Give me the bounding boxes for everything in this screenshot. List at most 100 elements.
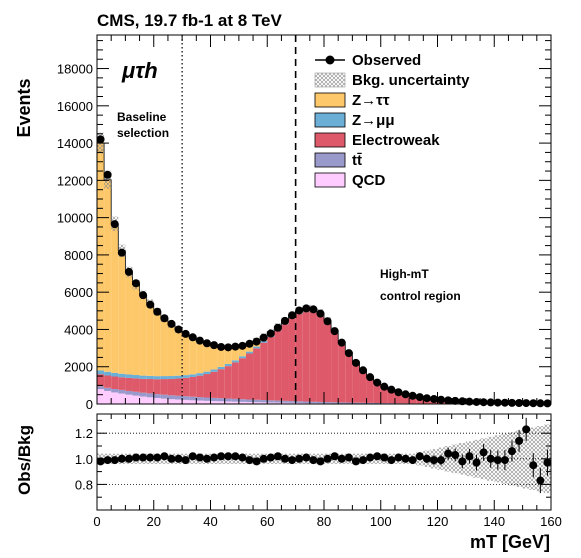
ratio-point-29 (302, 453, 311, 462)
bar-QCD-16 (210, 401, 218, 404)
ratio-point-63 (543, 458, 552, 467)
bar-Electroweak-3 (118, 377, 126, 390)
bar-tt-19 (231, 398, 239, 402)
ratio-point-1 (103, 456, 112, 465)
ratio-point-62 (536, 476, 545, 485)
ratio-point-55 (486, 454, 495, 463)
bar-Z-16 (210, 346, 218, 370)
bar-tt-6 (139, 392, 147, 397)
observed-point-1 (103, 170, 112, 179)
bar-Z-6 (139, 375, 147, 379)
bar-tt-31 (316, 401, 324, 404)
ratio-point-60 (522, 425, 531, 434)
bar-tt-36 (352, 402, 360, 404)
bar-tt-15 (203, 397, 211, 401)
observed-point-28 (295, 306, 304, 315)
bar-Z-1 (104, 179, 112, 372)
bar-Electroweak-4 (125, 377, 133, 391)
bar-tt-32 (324, 402, 332, 404)
observed-point-3 (117, 248, 126, 257)
bar-QCD-5 (132, 395, 140, 404)
ratio-point-7 (146, 453, 155, 462)
bar-tt-39 (373, 402, 381, 404)
bar-tt-10 (167, 395, 176, 400)
ratio-point-3 (117, 454, 126, 463)
legend-uncertainty-swatch (314, 72, 346, 88)
ratio-point-24 (266, 453, 275, 462)
legend-label: Electroweak (352, 132, 440, 149)
observed-point-59 (515, 398, 524, 407)
bar-Z-8 (153, 311, 161, 377)
x-tick-label: 80 (317, 514, 331, 529)
control-annotation-line1: High-mT (380, 267, 429, 281)
ratio-point-26 (280, 454, 289, 463)
observed-point-19 (231, 342, 240, 351)
bar-QCD-25 (274, 402, 282, 404)
bar-Z-2 (111, 372, 119, 377)
ratio-point-30 (309, 456, 318, 465)
y-tick-label: 14000 (57, 136, 93, 151)
bar-tt-25 (274, 400, 282, 403)
ratio-point-14 (195, 453, 204, 462)
y-tick-label: 10000 (57, 211, 93, 226)
bar-Electroweak-19 (231, 362, 239, 399)
bar-QCD-23 (260, 402, 268, 404)
observed-point-51 (458, 397, 467, 406)
bar-QCD-6 (139, 396, 147, 404)
observed-point-11 (174, 325, 183, 334)
observed-points (96, 135, 552, 408)
bar-Z-4 (125, 374, 133, 378)
observed-point-26 (280, 316, 289, 325)
bar-Z-11 (175, 375, 183, 379)
bar-Electroweak-25 (274, 330, 282, 401)
observed-point-25 (273, 323, 282, 332)
bar-Electroweak-22 (253, 348, 261, 400)
bar-tt-23 (260, 400, 268, 403)
bar-Z-12 (182, 334, 190, 376)
bar-QCD-11 (175, 399, 183, 404)
bar-Electroweak-29 (302, 310, 310, 402)
observed-point-9 (160, 314, 169, 323)
bar-Z-17 (217, 366, 225, 370)
ratio-y-tick-label: 0.8 (75, 477, 93, 492)
bar-Z-15 (203, 371, 211, 375)
ratio-point-57 (500, 456, 509, 465)
legend-label: QCD (352, 172, 386, 189)
bar-QCD-14 (196, 400, 204, 404)
bar-Z-10 (167, 376, 176, 379)
ratio-point-31 (316, 457, 325, 466)
bar-Electroweak-42 (394, 392, 403, 404)
observed-point-40 (380, 382, 389, 391)
bar-Z-4 (125, 271, 133, 375)
observed-point-45 (415, 393, 424, 402)
bar-Electroweak-30 (309, 310, 317, 402)
bar-tt-7 (146, 393, 154, 398)
y-tick-label: 2000 (64, 360, 93, 375)
observed-point-34 (337, 338, 346, 347)
bar-tt-3 (118, 389, 126, 394)
observed-point-21 (245, 339, 254, 348)
bar-tt-5 (132, 391, 140, 396)
bar-Z-16 (210, 369, 218, 372)
ratio-unc-band-62 (536, 426, 544, 492)
x-tick-label: 60 (260, 514, 274, 529)
observed-point-54 (479, 398, 488, 407)
bar-Z-7 (146, 303, 154, 376)
bar-Electroweak-34 (338, 342, 346, 403)
bar-Electroweak-8 (153, 379, 161, 395)
x-tick-label: 0 (93, 514, 100, 529)
bar-QCD-13 (189, 400, 197, 404)
bar-Z-20 (238, 346, 246, 357)
bar-Electroweak-16 (210, 371, 218, 398)
legend-swatch-2 (314, 92, 346, 108)
bar-tt-1 (104, 387, 112, 391)
observed-point-58 (507, 398, 516, 407)
bar-tt-26 (281, 400, 289, 403)
observed-point-36 (351, 358, 360, 367)
observed-point-4 (124, 267, 133, 276)
bar-Electroweak-12 (182, 377, 190, 397)
bar-Z-9 (160, 376, 168, 380)
bar-Electroweak-41 (387, 389, 395, 404)
ratio-point-21 (245, 456, 254, 465)
bar-Electroweak-23 (260, 342, 268, 401)
